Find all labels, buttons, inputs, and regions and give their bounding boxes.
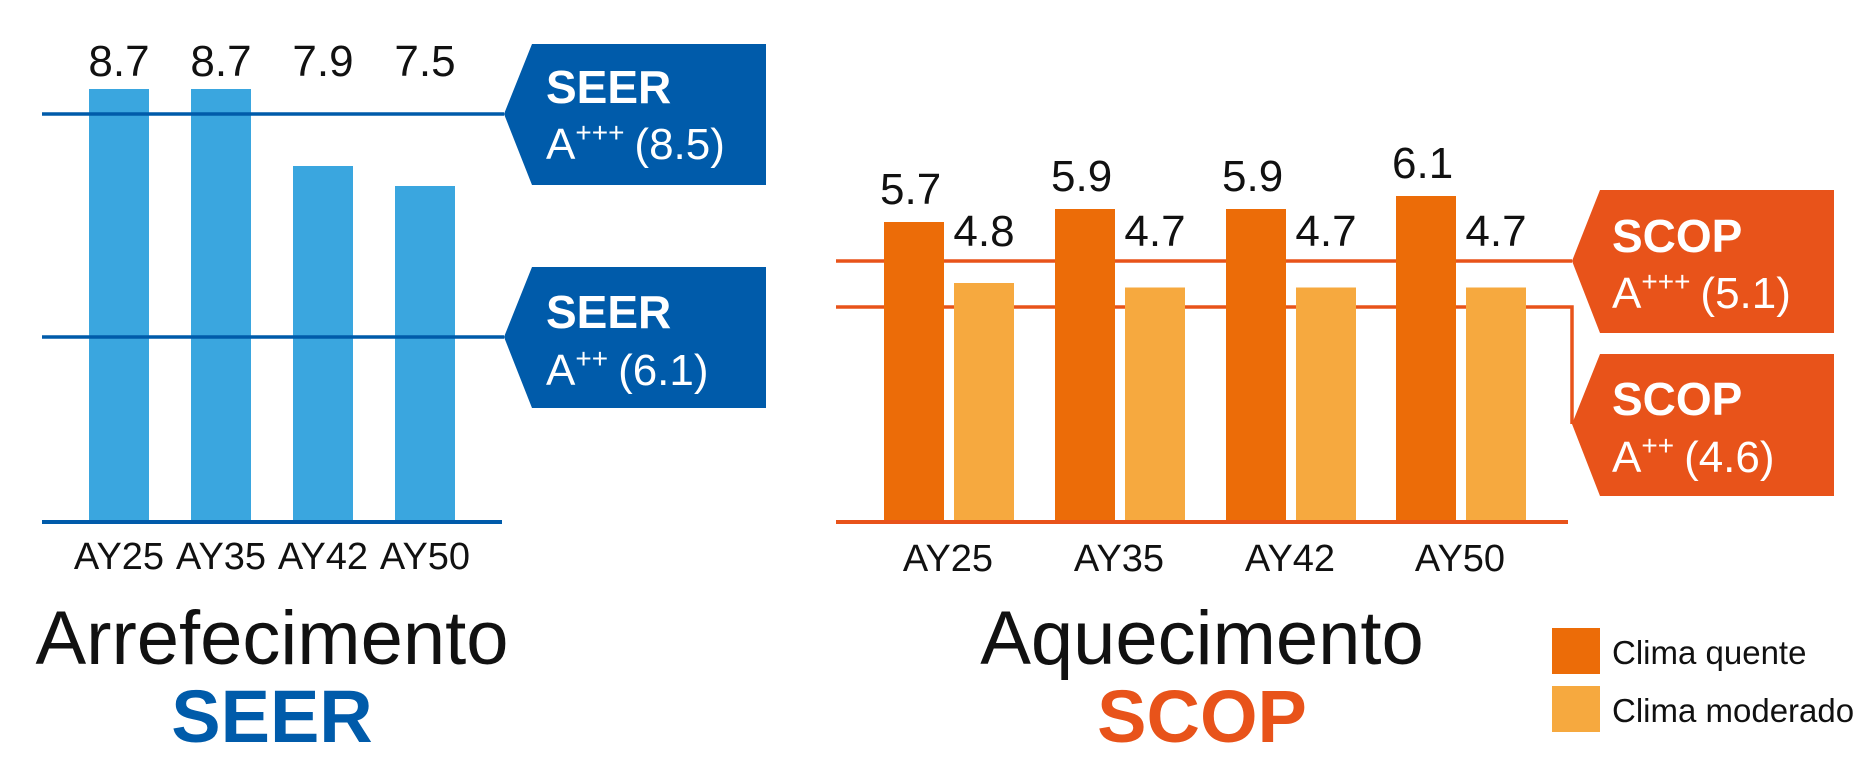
heating-data-label-hot-ay42: 5.9 bbox=[1222, 152, 1283, 201]
scop-a2plus-badge-class: A++ (4.6) bbox=[1612, 430, 1775, 482]
heating-bar-hot-ay35 bbox=[1055, 209, 1115, 520]
heating-x-tick-ay25: AY25 bbox=[903, 538, 993, 580]
heating-x-tick-ay50: AY50 bbox=[1415, 538, 1505, 580]
cooling-data-label-ay42: 7.9 bbox=[292, 37, 353, 86]
scop-a3plus-badge: SCOP A+++ (5.1) bbox=[1572, 190, 1834, 333]
cooling-subtitle: SEER bbox=[171, 675, 373, 758]
heating-subtitle: SCOP bbox=[1097, 675, 1307, 758]
scop-a3plus-badge-class: A+++ (5.1) bbox=[1612, 266, 1791, 318]
scop-a2plus-badge: SCOP A++ (4.6) bbox=[1572, 354, 1834, 496]
heating-bar-moderate-ay50 bbox=[1466, 287, 1526, 520]
heating-x-tick-ay35: AY35 bbox=[1074, 538, 1164, 580]
cooling-bar-ay42 bbox=[293, 166, 353, 520]
seer-a3plus-badge: SEER A+++ (8.5) bbox=[504, 44, 766, 185]
seer-a3plus-class-sup: +++ bbox=[575, 117, 624, 148]
cooling-x-tick-ay42: AY42 bbox=[278, 536, 368, 578]
heating-data-label-hot-ay50: 6.1 bbox=[1392, 139, 1453, 188]
legend: Clima quente Clima moderado bbox=[1552, 628, 1854, 732]
heating-bar-moderate-ay42 bbox=[1296, 287, 1356, 520]
scop-a2plus-reference-line bbox=[836, 305, 1574, 424]
cooling-data-label-ay35: 8.7 bbox=[190, 37, 251, 86]
seer-a3plus-badge-class: A+++ (8.5) bbox=[546, 117, 725, 169]
scop-a3plus-badge-title: SCOP bbox=[1612, 210, 1742, 262]
cooling-bars bbox=[89, 89, 455, 520]
cooling-bar-ay25 bbox=[89, 89, 149, 520]
scop-a3plus-class-value: (5.1) bbox=[1700, 269, 1790, 318]
heating-bar-hot-ay50 bbox=[1396, 196, 1456, 520]
cooling-title: Arrefecimento bbox=[35, 596, 508, 681]
cooling-x-tick-ay35: AY35 bbox=[176, 536, 266, 578]
legend-swatch-hot bbox=[1552, 628, 1600, 674]
cooling-data-label-ay25: 8.7 bbox=[88, 37, 149, 86]
heating-bar-moderate-ay25 bbox=[954, 283, 1014, 520]
scop-a2plus-badge-title: SCOP bbox=[1612, 373, 1742, 425]
seer-a2plus-class-sup: ++ bbox=[575, 343, 608, 374]
seer-a3plus-class-value: (8.5) bbox=[634, 120, 724, 169]
scop-a3plus-class-letter: A bbox=[1612, 269, 1642, 318]
heating-bar-hot-ay42 bbox=[1226, 209, 1286, 520]
cooling-chart: 8.7 8.7 7.9 7.5 AY25 AY35 AY42 AY50 SEER A+++(… bbox=[35, 37, 766, 758]
seer-a2plus-badge-class: A++ (6.1) bbox=[546, 343, 709, 395]
heating-bar-hot-ay25 bbox=[884, 222, 944, 520]
cooling-data-label-ay50: 7.5 bbox=[394, 37, 455, 86]
seer-a3plus-badge-title: SEER bbox=[546, 61, 671, 113]
seer-a2plus-class-value: (6.1) bbox=[618, 346, 708, 395]
cooling-x-tick-ay50: AY50 bbox=[380, 536, 470, 578]
seer-a2plus-badge-title: SEER bbox=[546, 286, 671, 338]
heating-data-label-moderate-ay25: 4.8 bbox=[953, 207, 1014, 256]
heating-data-label-hot-ay25: 5.7 bbox=[880, 165, 941, 214]
heating-data-label-hot-ay35: 5.9 bbox=[1051, 152, 1112, 201]
cooling-bar-ay35 bbox=[191, 89, 251, 520]
heating-data-label-moderate-ay35: 4.7 bbox=[1124, 207, 1185, 256]
scop-a2plus-class-value: (4.6) bbox=[1684, 433, 1774, 482]
legend-swatch-moderate bbox=[1552, 686, 1600, 732]
heating-chart: 5.74.85.94.75.94.76.14.7 AY25 AY35 AY42 AY5… bbox=[836, 139, 1854, 758]
legend-label-moderate: Clima moderado bbox=[1612, 692, 1854, 729]
heating-data-labels: 5.74.85.94.75.94.76.14.7 bbox=[880, 139, 1527, 256]
heating-data-label-moderate-ay50: 4.7 bbox=[1465, 207, 1526, 256]
cooling-data-labels: 8.7 8.7 7.9 7.5 bbox=[88, 37, 455, 86]
heating-bar-moderate-ay35 bbox=[1125, 287, 1185, 520]
heating-x-tick-ay42: AY42 bbox=[1245, 538, 1335, 580]
heating-bars bbox=[884, 196, 1526, 520]
seer-a2plus-class-letter: A bbox=[546, 346, 576, 395]
legend-label-hot: Clima quente bbox=[1612, 634, 1806, 671]
scop-a3plus-class-sup: +++ bbox=[1641, 266, 1690, 297]
seer-a2plus-badge: SEER A++ (6.1) bbox=[504, 267, 766, 408]
seer-a3plus-class-letter: A bbox=[546, 120, 576, 169]
scop-a2plus-class-letter: A bbox=[1612, 433, 1642, 482]
heating-x-tick-labels: AY25 AY35 AY42 AY50 bbox=[903, 538, 1505, 580]
scop-a2plus-class-sup: ++ bbox=[1641, 430, 1674, 461]
cooling-bar-ay50 bbox=[395, 186, 455, 520]
cooling-x-tick-ay25: AY25 bbox=[74, 536, 164, 578]
heating-data-label-moderate-ay42: 4.7 bbox=[1295, 207, 1356, 256]
heating-title: Aquecimento bbox=[980, 596, 1424, 681]
cooling-x-tick-labels: AY25 AY35 AY42 AY50 bbox=[74, 536, 470, 578]
